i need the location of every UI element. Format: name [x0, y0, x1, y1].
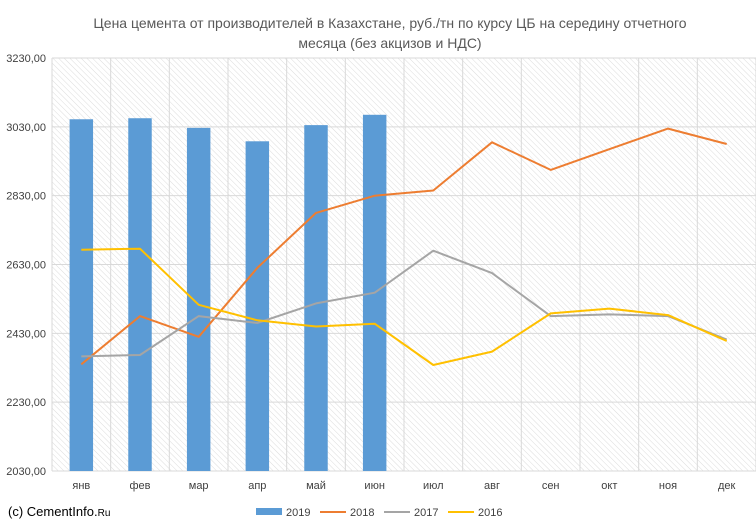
x-tick-label: июн — [364, 480, 384, 492]
x-tick-label: апр — [248, 480, 266, 492]
legend-label-2016: 2016 — [478, 507, 502, 519]
legend-label-2019: 2019 — [286, 507, 310, 519]
bar-2019 — [128, 118, 152, 472]
legend-swatch-2019 — [256, 508, 282, 515]
x-tick-label: июл — [423, 480, 444, 492]
lines — [80, 127, 728, 366]
x-tick-label: фев — [129, 480, 150, 492]
y-tick-label: 2630,00 — [6, 260, 46, 272]
x-tick-label: авг — [484, 480, 500, 492]
y-tick-label: 3230,00 — [6, 53, 46, 65]
chart-title-line2: месяца (без акцизов и НДС) — [298, 35, 481, 51]
bar-2019 — [245, 141, 270, 471]
x-tick-label: окт — [601, 480, 617, 492]
y-tick-label: 2430,00 — [6, 328, 46, 340]
y-tick-label: 2030,00 — [6, 466, 46, 478]
line-2016 — [81, 247, 728, 366]
chart-title-line1: Цена цемента от производителей в Казахст… — [93, 15, 686, 31]
footer-suffix: Ru — [98, 508, 111, 519]
x-axis: янв фев мар апр май июн июл авг сен окт ноя дек — [72, 480, 735, 492]
bar-2019 — [69, 119, 94, 472]
x-tick-label: май — [306, 480, 326, 492]
x-tick-label: мар — [189, 480, 209, 492]
source-footer: (c) CementInfo.Ru — [8, 504, 110, 519]
y-tick-label: 2830,00 — [6, 191, 46, 203]
x-tick-label: янв — [72, 480, 90, 492]
y-tick-label: 3030,00 — [6, 122, 46, 134]
bar-2019 — [186, 127, 211, 471]
footer-prefix: (c) CementInfo. — [8, 504, 98, 519]
legend: 2019 2018 2017 2016 — [256, 507, 502, 519]
y-tick-label: 2230,00 — [6, 397, 46, 409]
legend-label-2017: 2017 — [414, 507, 438, 519]
legend-label-2018: 2018 — [350, 507, 374, 519]
x-tick-label: сен — [542, 480, 560, 492]
gridlines — [51, 57, 756, 472]
x-tick-label: дек — [718, 480, 736, 492]
bar-2019 — [304, 125, 328, 472]
line-2017 — [81, 249, 728, 358]
y-axis: 2030,00 2230,00 2430,00 2630,00 2830,00 3030,… — [6, 53, 46, 478]
line-2018 — [80, 127, 727, 366]
x-tick-label: ноя — [659, 480, 677, 492]
